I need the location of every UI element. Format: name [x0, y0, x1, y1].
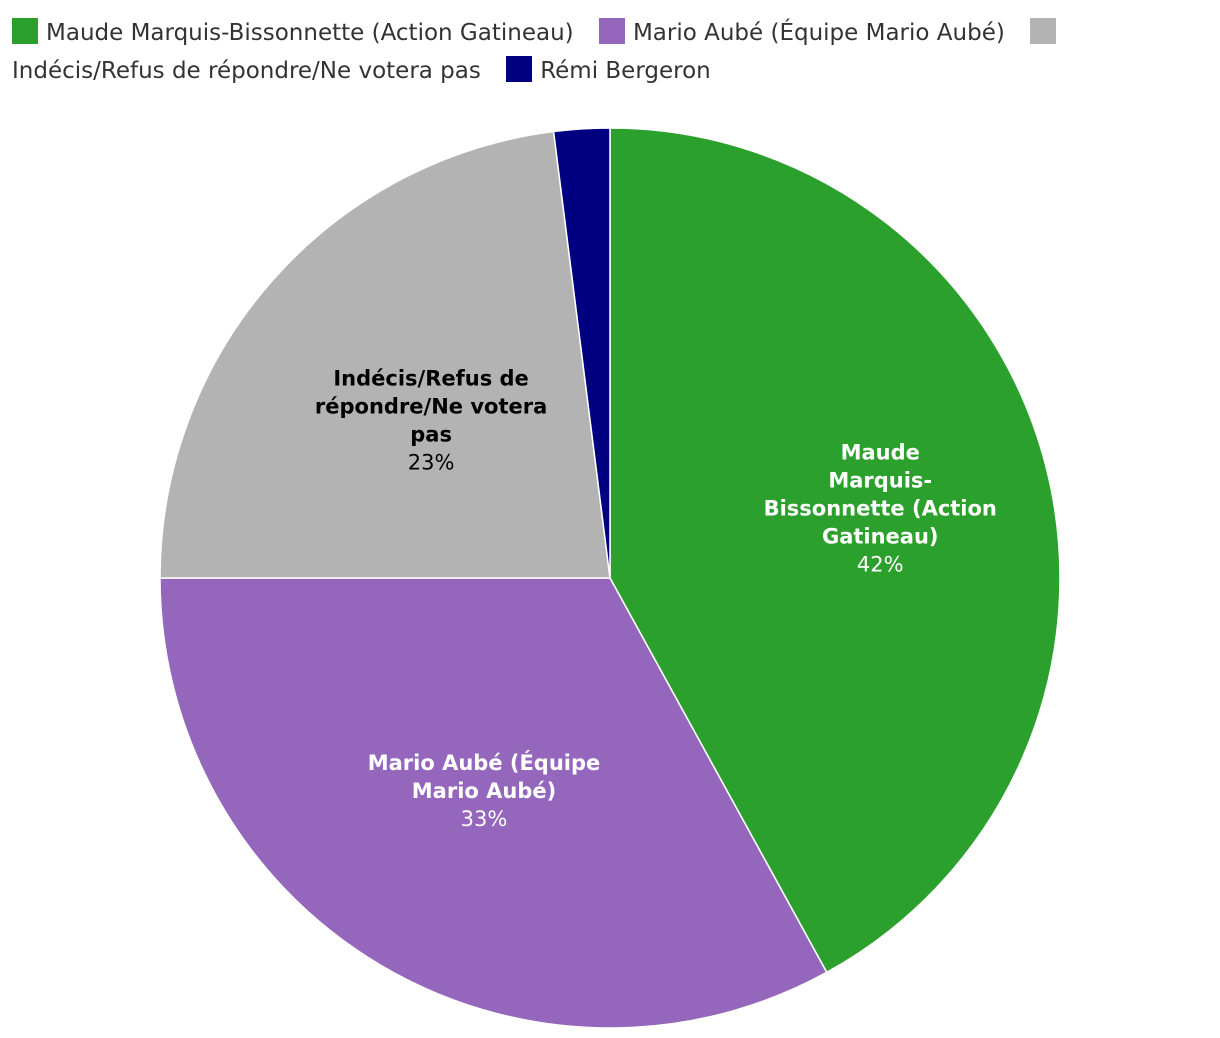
slice-name-label: Mario Aubé (Équipe — [368, 750, 601, 775]
legend-item[interactable]: Mario Aubé (Équipe Mario Aubé) — [598, 18, 1005, 46]
legend: Maude Marquis-Bissonnette (Action Gatine… — [12, 14, 1202, 90]
slice-name-label: Mario Aubé) — [412, 779, 556, 803]
slice-value-label: 42% — [857, 553, 904, 577]
slice-name-label: répondre/Ne votera — [315, 394, 547, 418]
slice-name-label: pas — [410, 422, 452, 446]
slice-value-label: 33% — [461, 807, 508, 831]
legend-item[interactable]: Indécis/Refus de répondre/Ne votera pas — [12, 18, 1064, 84]
slice-name-label: Indécis/Refus de — [333, 366, 528, 390]
legend-swatch — [598, 18, 625, 44]
pie-slice[interactable] — [159, 130, 611, 579]
legend-label: Indécis/Refus de répondre/Ne votera pas — [12, 58, 481, 84]
slice-value-label: 23% — [408, 450, 455, 474]
slice-name-label: Bissonnette (Action — [764, 497, 997, 521]
slice-name-label: Marquis- — [828, 469, 932, 493]
legend-label: Maude Marquis-Bissonnette (Action Gatine… — [46, 20, 574, 46]
pie-slice[interactable] — [609, 127, 1061, 974]
legend-item[interactable]: Maude Marquis-Bissonnette (Action Gatine… — [12, 18, 574, 46]
legend-swatch — [1030, 18, 1057, 44]
pie-slice[interactable] — [552, 127, 611, 579]
pie-slice[interactable] — [159, 577, 828, 1029]
legend-label: Rémi Bergeron — [540, 58, 711, 84]
legend-swatch — [506, 56, 533, 82]
slice-name-label: Gatineau) — [822, 525, 939, 549]
slice-name-label: Maude — [841, 441, 920, 465]
legend-label: Mario Aubé (Équipe Mario Aubé) — [632, 20, 1005, 46]
legend-item[interactable]: Rémi Bergeron — [506, 56, 711, 84]
legend-swatch — [12, 18, 38, 44]
